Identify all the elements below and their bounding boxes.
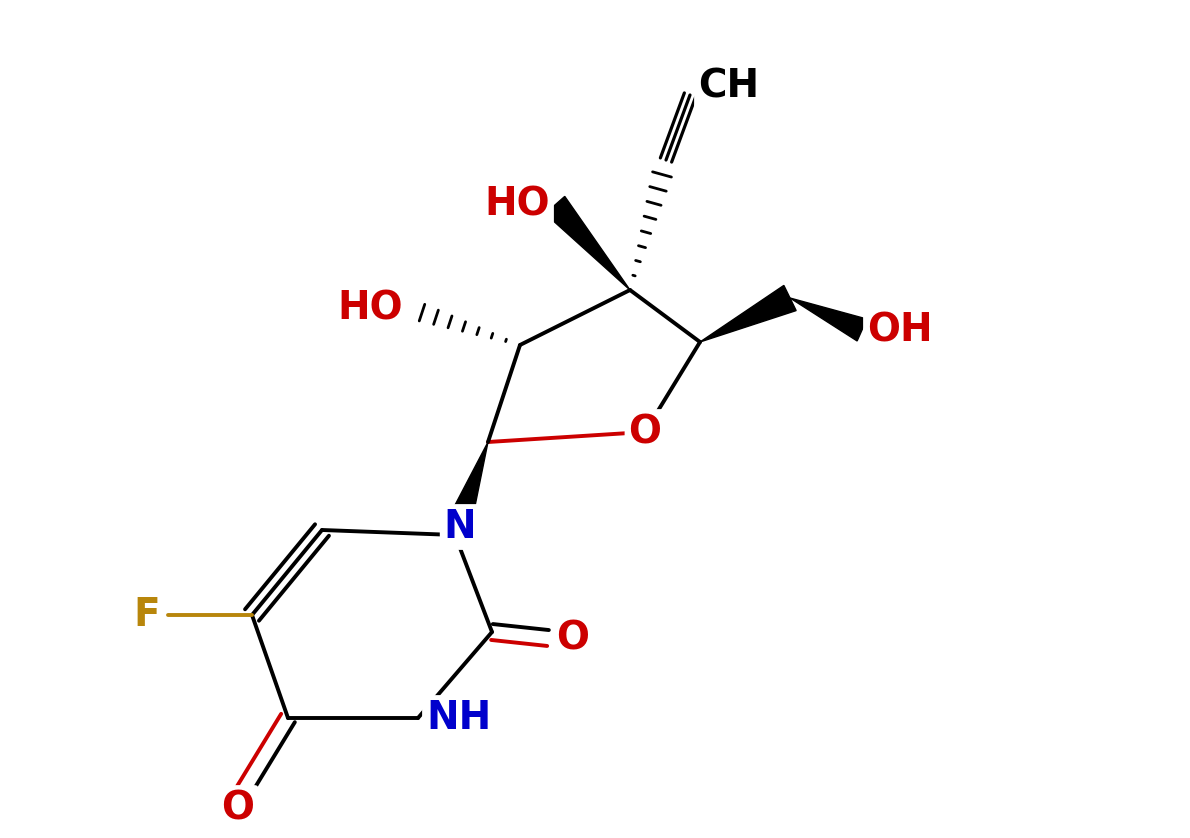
Text: HO: HO (338, 289, 403, 327)
Polygon shape (545, 196, 630, 290)
Text: F: F (133, 596, 159, 634)
Polygon shape (441, 442, 488, 540)
Text: CH: CH (699, 68, 759, 106)
Text: N: N (444, 508, 476, 546)
Text: O: O (221, 789, 255, 827)
Text: HO: HO (484, 186, 550, 224)
Text: OH: OH (868, 311, 933, 349)
Polygon shape (790, 298, 866, 341)
Text: NH: NH (426, 699, 491, 737)
Text: O: O (628, 413, 662, 451)
Polygon shape (700, 286, 796, 342)
Text: O: O (556, 619, 589, 657)
